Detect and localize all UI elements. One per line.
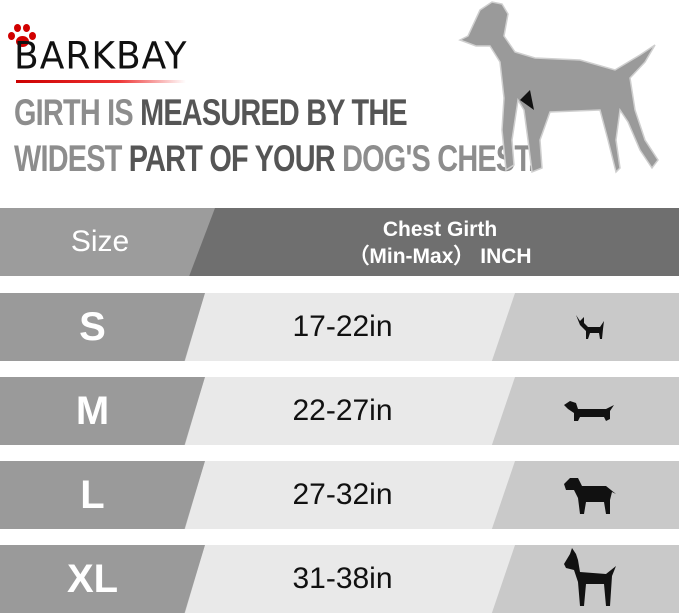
size-label: S bbox=[79, 304, 106, 349]
size-label: M bbox=[75, 388, 110, 433]
size-label: XL bbox=[66, 556, 119, 601]
table-row: XL 31-38in bbox=[0, 545, 679, 613]
tagline-line-2: WIDEST PART OF YOUR DOG'S CHEST. bbox=[14, 138, 536, 179]
table-row: S 17-22in bbox=[0, 293, 679, 361]
chihuahua-icon bbox=[520, 293, 660, 361]
great-dane-icon bbox=[520, 545, 660, 613]
chest-girth-value: 17-22in bbox=[292, 310, 393, 343]
chest-girth-value: 27-32in bbox=[292, 478, 393, 511]
table-header: Size Chest Girth （Min-Max） INCH bbox=[0, 208, 679, 276]
chest-girth-value: 31-38in bbox=[292, 562, 393, 595]
labrador-icon bbox=[520, 461, 660, 529]
table-row: M 22-27in bbox=[0, 377, 679, 445]
size-header: Size bbox=[70, 225, 130, 258]
girth-header-line-2: （Min-Max） INCH bbox=[348, 245, 532, 268]
girth-header-line-1: Chest Girth bbox=[382, 218, 498, 241]
tagline-line-1: GIRTH IS MEASURED BY THE bbox=[14, 92, 408, 133]
brand-logo: BARKBAY bbox=[8, 14, 193, 84]
chest-girth-value: 22-27in bbox=[292, 394, 393, 427]
dachshund-icon bbox=[520, 377, 660, 445]
table-row: L 27-32in bbox=[0, 461, 679, 529]
measuring-dog-illustration bbox=[458, 1, 659, 174]
size-label: L bbox=[80, 472, 105, 517]
logo-text: BARKBAY bbox=[14, 34, 188, 79]
